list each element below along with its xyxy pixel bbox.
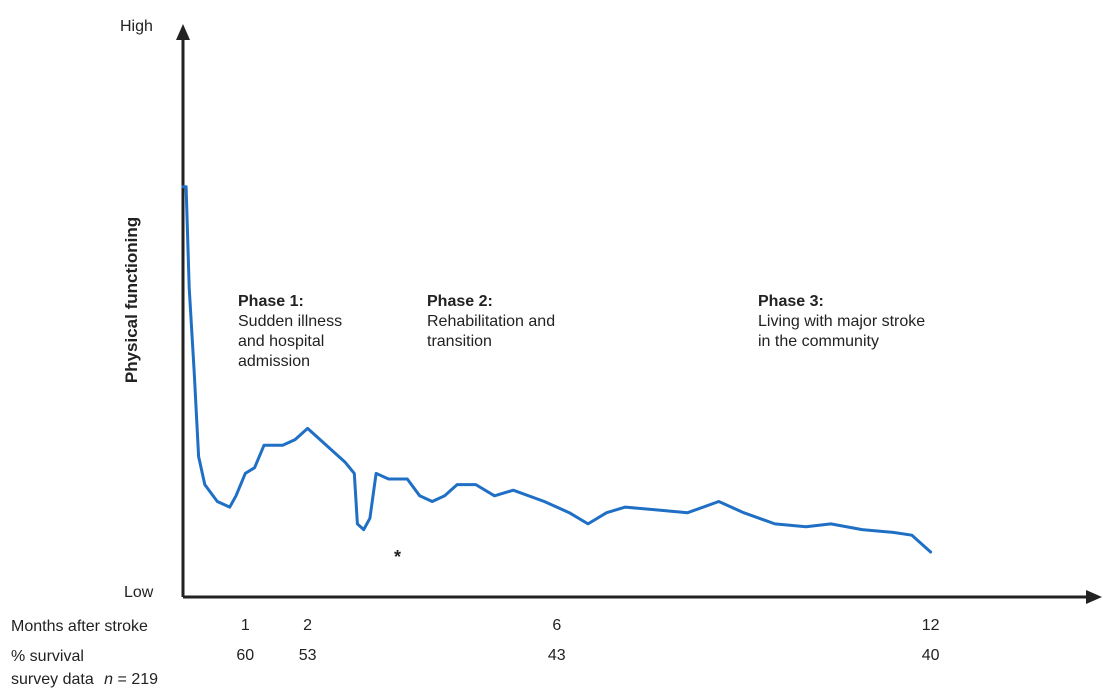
x-axis-arrow	[1086, 590, 1102, 604]
dip-annotation: *	[394, 547, 402, 567]
phase-1-line: Sudden illness	[238, 313, 343, 330]
survival-tick-label: 43	[547, 647, 566, 664]
phase-3-line: Living with major stroke	[758, 313, 926, 330]
phase-2-line: transition	[427, 333, 492, 350]
phase-3-text: Phase 3: Living with major stroke in the…	[758, 292, 925, 352]
phase-1-line: admission	[238, 353, 311, 370]
y-low-label: Low	[124, 584, 154, 601]
physical-functioning-line	[181, 185, 933, 554]
phase-2-title: Phase 2:	[427, 293, 493, 310]
phase-3-title: Phase 3:	[758, 293, 824, 310]
survival-tick-label: 53	[298, 647, 317, 664]
month-tick-label: 1	[240, 617, 250, 634]
y-axis-title: Physical functioning	[122, 216, 141, 384]
y-high-label: High	[120, 18, 153, 35]
phase-1-line: and hospital	[238, 333, 325, 350]
month-tick-label: 12	[921, 617, 940, 634]
survey-note: survey data n = 219	[11, 670, 158, 690]
survival-tick-label: 60	[236, 647, 255, 664]
survey-n-symbol: n	[104, 671, 114, 688]
y-axis-arrow	[176, 24, 190, 40]
survey-note-text: survey data	[11, 671, 94, 688]
phase-2-text: Phase 2: Rehabilitation and transition	[427, 292, 555, 352]
phase-1-title: Phase 1:	[238, 293, 304, 310]
phase-2-line: Rehabilitation and	[427, 313, 556, 330]
month-tick-label: 6	[552, 617, 562, 634]
phase-1-text: Phase 1: Sudden illness and hospital adm…	[238, 292, 342, 372]
month-tick-label: 2	[303, 617, 313, 634]
survival-row-label: % survival	[11, 648, 84, 665]
survey-n-value: = 219	[117, 671, 159, 688]
phase-3-line: in the community	[758, 333, 879, 350]
months-row-label: Months after stroke	[11, 618, 148, 635]
survival-tick-label: 40	[921, 647, 940, 664]
